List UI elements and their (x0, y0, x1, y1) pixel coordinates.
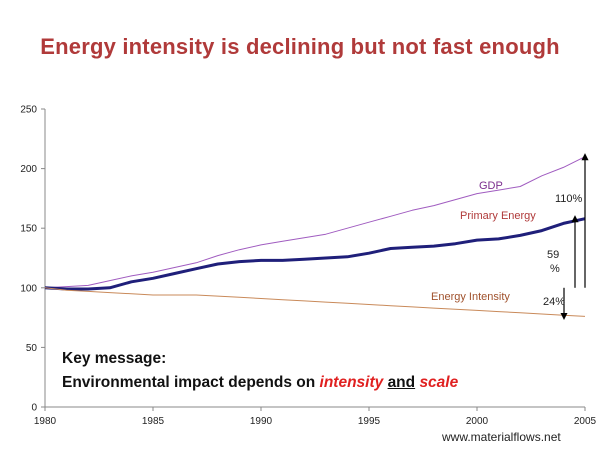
series-label-energy-intensity: Energy Intensity (431, 291, 510, 303)
key-message: Key message: Environmental impact depend… (62, 347, 458, 395)
series-line-gdp (44, 156, 586, 289)
chart-axes: 0 50 100 150 200 250 1980 1985 1990 1995 2000 2005 (20, 105, 596, 428)
key-message-prefix: Environmental impact depends on (62, 374, 320, 391)
key-message-heading: Key message: (62, 350, 167, 367)
change-label: 110% (555, 193, 583, 205)
key-message-intensity: intensity (319, 374, 384, 391)
x-tick-label: 1980 (34, 416, 57, 427)
x-tick-label: 2000 (466, 416, 489, 427)
series-label-gdp: GDP (479, 180, 503, 192)
y-tick-label: 150 (20, 224, 37, 235)
chart-series (44, 156, 586, 317)
key-message-and: and (387, 374, 416, 391)
slide-title: Energy intensity is declining but not fa… (40, 34, 560, 59)
y-tick-label: 100 (20, 283, 37, 294)
chart-annotations: 110% 59 % 24% (543, 153, 589, 321)
change-label: 59% (547, 249, 560, 275)
y-tick-label: 0 (31, 403, 37, 414)
x-tick-label: 1990 (250, 416, 273, 427)
y-tick-label: 200 (20, 164, 37, 175)
series-line-energy-intensity (44, 287, 586, 317)
x-tick-label: 1985 (142, 416, 165, 427)
y-tick-label: 50 (26, 343, 38, 354)
x-tick-label: 2005 (574, 416, 597, 427)
key-message-scale: scale (419, 374, 459, 391)
source-link[interactable]: www.materialflows.net (442, 430, 561, 444)
chart-labels: GDP Primary Energy Energy Intensity (431, 180, 536, 303)
x-tick-label: 1995 (358, 416, 381, 427)
change-label: 24% (543, 296, 565, 308)
key-message-text: Environmental impact depends on intensit… (62, 371, 458, 395)
series-line-primary-energy (44, 217, 586, 291)
y-tick-label: 250 (20, 105, 37, 116)
series-label-primary-energy: Primary Energy (460, 210, 536, 222)
